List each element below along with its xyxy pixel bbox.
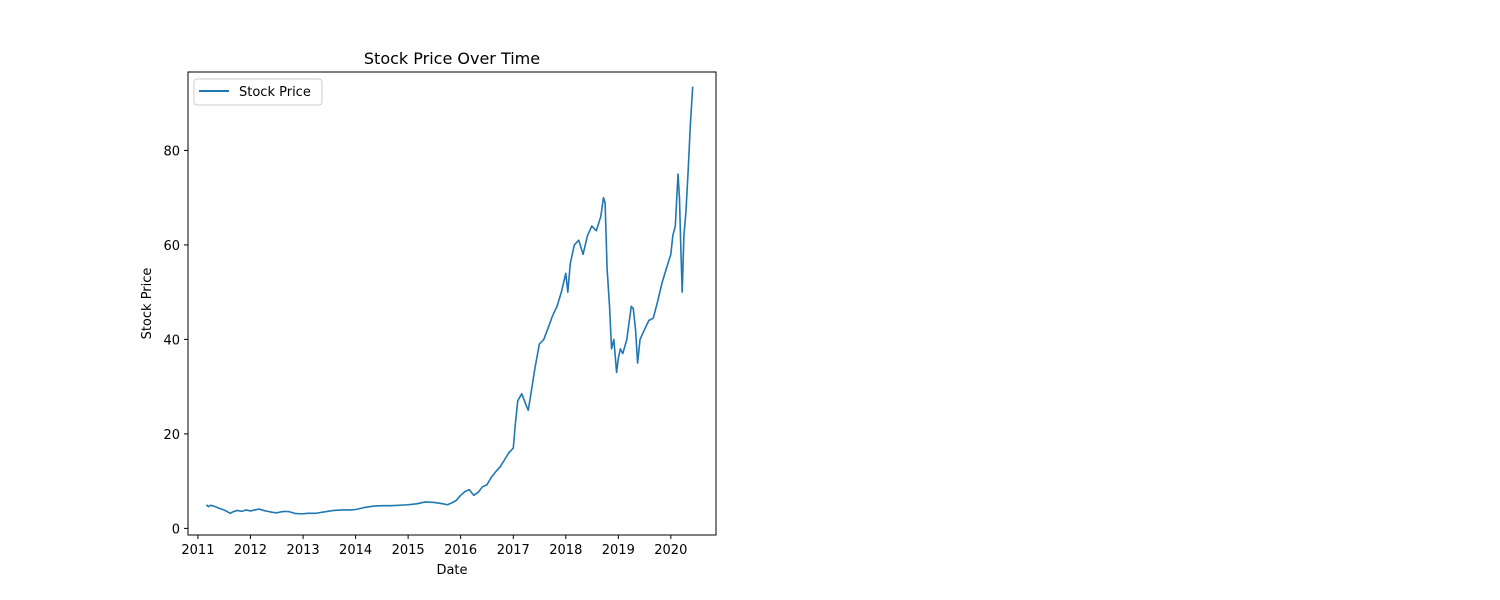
y-tick-label: 0	[172, 522, 180, 537]
x-tick-label: 2013	[287, 543, 320, 558]
x-tick-label: 2011	[181, 543, 214, 558]
plot-area-frame	[187, 71, 717, 536]
x-tick-label: 2014	[339, 543, 372, 558]
y-tick-label: 80	[163, 144, 180, 159]
y-tick-label: 60	[163, 239, 180, 254]
y-axis-ticks: 0 20 40 60 80	[163, 144, 188, 537]
y-tick-label: 40	[163, 333, 180, 348]
x-tick-label: 2018	[549, 543, 582, 558]
chart-title: Stock Price Over Time	[364, 49, 540, 68]
y-axis-label: Stock Price	[140, 268, 155, 340]
x-tick-label: 2016	[444, 543, 477, 558]
y-tick-label: 20	[163, 428, 180, 443]
legend-label-stock-price: Stock Price	[239, 85, 311, 100]
x-axis-label: Date	[436, 563, 467, 578]
x-tick-label: 2012	[234, 543, 267, 558]
legend: Stock Price	[193, 78, 323, 106]
series-layer	[205, 86, 694, 515]
x-tick-label: 2015	[392, 543, 425, 558]
x-tick-label: 2020	[654, 543, 687, 558]
legend-box	[193, 78, 323, 106]
x-axis-ticks: 2011 2012 2013 2014 2015 2016 2017 2018 2019 2020	[181, 535, 687, 558]
x-tick-label: 2017	[497, 543, 530, 558]
series-line-0	[205, 86, 694, 515]
x-tick-label: 2019	[602, 543, 635, 558]
